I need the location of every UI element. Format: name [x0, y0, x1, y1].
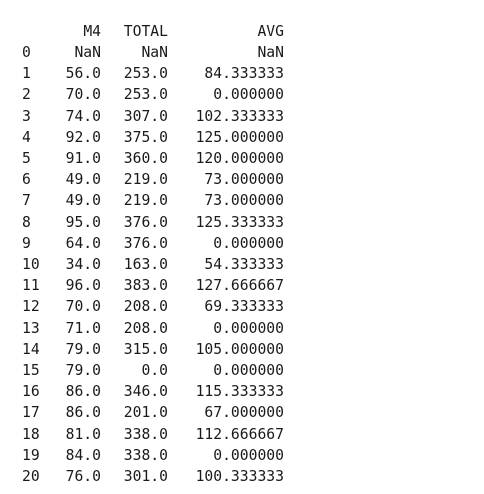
- cell-total: NaN: [141, 44, 168, 61]
- cell-avg: 84.333333: [204, 65, 284, 83]
- row-index: 9: [22, 234, 31, 252]
- cell-avg: NaN: [257, 44, 284, 61]
- dataframe-header-row: M4 TOTAL AVG: [0, 21, 284, 42]
- cell-total: 307.0: [123, 107, 168, 125]
- cell-total: 208.0: [123, 298, 168, 316]
- cell-avg: 0.000000: [213, 446, 284, 464]
- row-index: 5: [22, 150, 31, 167]
- cell-total: 376.0: [123, 234, 168, 252]
- cell-total: 253.0: [123, 86, 168, 104]
- cell-total: 208.0: [123, 319, 168, 337]
- cell-total: 338.0: [123, 425, 168, 443]
- cell-total: 219.0: [123, 192, 168, 210]
- cell-m4: 86.0: [65, 404, 101, 422]
- cell-total: 163.0: [123, 256, 168, 273]
- row-index: 7: [22, 192, 31, 210]
- cell-avg: 120.000000: [195, 150, 284, 167]
- cell-m4: 86.0: [65, 383, 101, 401]
- cell-m4: 95.0: [65, 213, 101, 231]
- cell-m4: 79.0: [65, 362, 101, 379]
- cell-m4: 64.0: [65, 234, 101, 252]
- cell-m4: NaN: [74, 44, 101, 61]
- cell-total: 0.0: [141, 362, 168, 379]
- next-header-gender: GENDER: [410, 484, 463, 494]
- row-index: 12: [22, 298, 40, 316]
- cell-avg: 67.000000: [204, 404, 284, 422]
- cell-avg: 54.333333: [204, 256, 284, 273]
- cell-m4: 91.0: [65, 150, 101, 167]
- cell-avg: 102.333333: [195, 107, 284, 125]
- cell-m4: 49.0: [65, 192, 101, 210]
- cell-total: 360.0: [123, 150, 168, 167]
- cell-total: 346.0: [123, 383, 168, 401]
- cell-avg: 73.000000: [204, 192, 284, 210]
- cell-total: 301.0: [123, 468, 168, 485]
- cell-m4: 70.0: [65, 86, 101, 104]
- next-header-dob: DOB: [358, 484, 385, 494]
- cell-total: 375.0: [123, 128, 168, 146]
- cell-avg: 105.000000: [195, 340, 284, 358]
- cell-total: 315.0: [123, 340, 168, 358]
- row-index: 11: [22, 277, 40, 295]
- cell-m4: 70.0: [65, 298, 101, 316]
- cell-avg: 100.333333: [195, 468, 284, 485]
- row-index: 18: [22, 425, 40, 443]
- cell-m4: 34.0: [65, 256, 101, 273]
- cell-avg: 0.000000: [213, 319, 284, 337]
- cell-m4: 81.0: [65, 425, 101, 443]
- row-index: 19: [22, 446, 40, 464]
- cell-avg: 125.333333: [195, 213, 284, 231]
- cell-total: 383.0: [123, 277, 168, 295]
- column-header-total: TOTAL: [123, 23, 168, 40]
- cell-m4: 96.0: [65, 277, 101, 295]
- cell-total: 376.0: [123, 213, 168, 231]
- row-index: 3: [22, 107, 31, 125]
- cell-avg: 69.333333: [204, 298, 284, 316]
- cell-m4: 79.0: [65, 340, 101, 358]
- cell-total: 201.0: [123, 404, 168, 422]
- cell-avg: 112.666667: [195, 425, 284, 443]
- cell-total: 338.0: [123, 446, 168, 464]
- row-index: 8: [22, 213, 31, 231]
- row-index: 4: [22, 128, 31, 146]
- cell-m4: 84.0: [65, 446, 101, 464]
- column-header-m4: M4: [83, 23, 101, 40]
- cell-avg: 127.666667: [195, 277, 284, 295]
- row-index: 15: [22, 362, 40, 379]
- row-index: 14: [22, 340, 40, 358]
- cell-m4: 56.0: [65, 65, 101, 83]
- row-index: 13: [22, 319, 40, 337]
- cell-m4: 76.0: [65, 468, 101, 485]
- row-index: 6: [22, 171, 31, 189]
- row-index: 10: [22, 256, 40, 273]
- cell-avg: 125.000000: [195, 128, 284, 146]
- cell-avg: 0.000000: [213, 86, 284, 104]
- row-index: 20: [22, 468, 40, 485]
- column-header-avg: AVG: [257, 23, 284, 40]
- cell-total: 253.0: [123, 65, 168, 83]
- cell-avg: 73.000000: [204, 171, 284, 189]
- cell-avg: 0.000000: [213, 234, 284, 252]
- row-index: 0: [22, 44, 31, 61]
- cell-m4: 74.0: [65, 107, 101, 125]
- cell-m4: 49.0: [65, 171, 101, 189]
- row-index: 2: [22, 86, 31, 104]
- next-header-row-partial: SNO RESNO NAME DOB GENDER: [0, 484, 35, 491]
- cell-total: 219.0: [123, 171, 168, 189]
- cell-avg: 0.000000: [213, 362, 284, 379]
- cell-m4: 71.0: [65, 319, 101, 337]
- row-index: 16: [22, 383, 40, 401]
- cell-m4: 92.0: [65, 128, 101, 146]
- row-index: 17: [22, 404, 40, 422]
- row-index: 1: [22, 65, 31, 83]
- cell-avg: 115.333333: [195, 383, 284, 401]
